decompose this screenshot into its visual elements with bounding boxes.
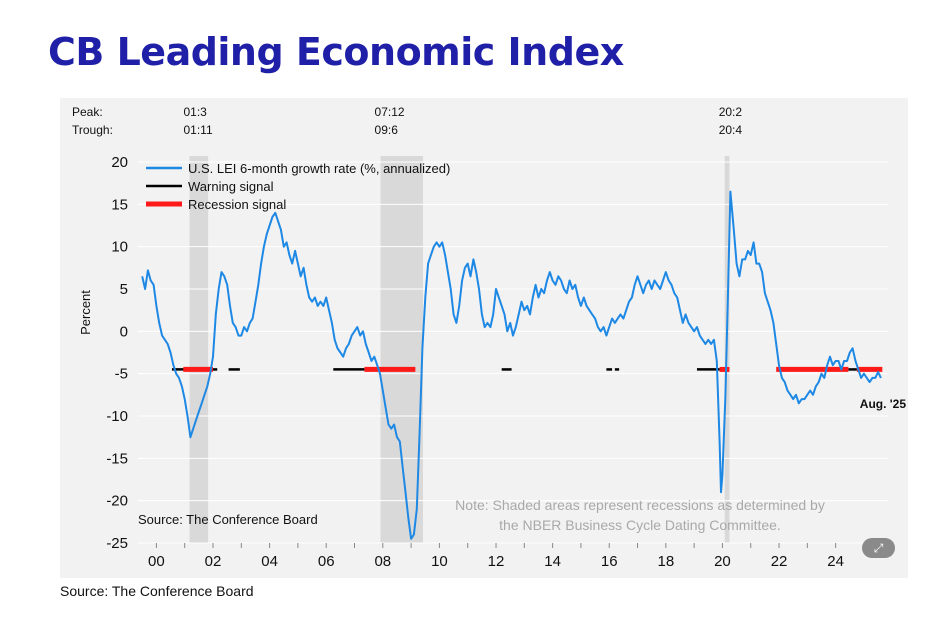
trough-date-3: 20:4 [719, 123, 743, 137]
page-title: CB Leading Economic Index [48, 30, 624, 74]
y-tick-label: 15 [111, 196, 128, 213]
note-line-1: Note: Shaded areas represent recessions … [455, 497, 825, 513]
x-tick-label: 06 [318, 553, 335, 570]
x-tick-label: 08 [374, 553, 391, 570]
legend-label-recession: Recession signal [188, 197, 286, 212]
y-tick-label: -5 [115, 366, 128, 383]
x-tick-label: 18 [657, 553, 674, 570]
trough-date-1: 01:11 [184, 123, 213, 137]
x-tick-label: 12 [488, 553, 505, 570]
end-label: Aug. '25 [860, 397, 907, 411]
y-tick-label: -20 [106, 493, 128, 510]
lei-chart: Note: Shaded areas represent recessions … [72, 105, 907, 570]
x-tick-label: 10 [431, 553, 448, 570]
x-tick-label: 20 [714, 553, 731, 570]
expand-icon[interactable]: ⤢ [862, 538, 895, 558]
note-line-2: the NBER Business Cycle Dating Committee… [499, 517, 781, 533]
y-tick-label: -15 [106, 450, 128, 467]
recession-shade-1 [189, 156, 209, 543]
x-tick-label: 22 [771, 553, 788, 570]
legend-label-warning: Warning signal [188, 179, 274, 194]
x-tick-label: 24 [827, 553, 844, 570]
x-tick-label: 04 [261, 553, 278, 570]
series-line-1 [141, 190, 882, 540]
y-tick-label: 10 [111, 239, 128, 256]
trough-date-2: 09:6 [375, 123, 399, 137]
legend-label-series: U.S. LEI 6-month growth rate (%, annuali… [188, 161, 450, 176]
peak-date-3: 20:2 [719, 105, 743, 119]
recession-shade-2 [380, 156, 423, 543]
chart-panel: Note: Shaded areas represent recessions … [60, 98, 908, 578]
y-tick-label: 20 [111, 154, 128, 171]
trough-heading: Trough: [72, 123, 113, 137]
footer-source: Source: The Conference Board [60, 583, 254, 599]
peak-date-1: 01:3 [184, 105, 208, 119]
y-tick-label: 5 [120, 281, 128, 298]
y-tick-label: -25 [106, 535, 128, 552]
x-tick-label: 02 [205, 553, 222, 570]
x-tick-label: 00 [148, 553, 165, 570]
peak-heading: Peak: [72, 105, 103, 119]
x-tick-label: 16 [601, 553, 618, 570]
y-tick-label: -10 [106, 408, 128, 425]
peak-date-2: 07:12 [375, 105, 405, 119]
y-axis-label: Percent [78, 290, 93, 335]
inner-source: Source: The Conference Board [138, 512, 318, 527]
x-tick-label: 14 [544, 553, 561, 570]
y-tick-label: 0 [120, 323, 128, 340]
